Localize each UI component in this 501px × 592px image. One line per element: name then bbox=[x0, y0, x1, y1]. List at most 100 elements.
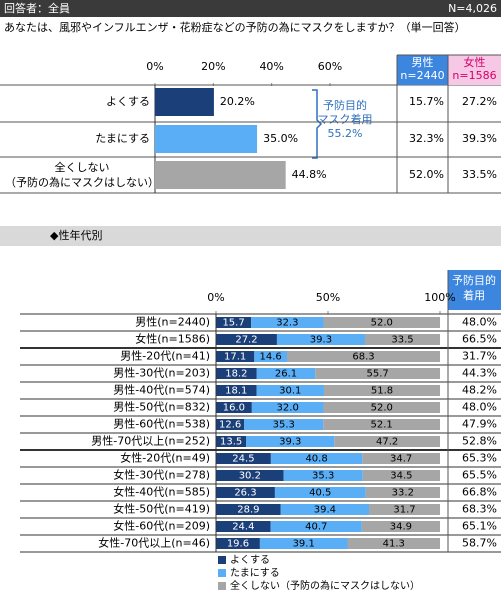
bar-segment bbox=[216, 419, 245, 430]
value-label: 39.4 bbox=[314, 505, 336, 516]
bar-segment bbox=[216, 385, 257, 396]
header-bar bbox=[0, 0, 501, 17]
bar-segment bbox=[315, 368, 440, 379]
value-label: 40.7 bbox=[305, 522, 327, 533]
extra-value: 65.1% bbox=[462, 520, 497, 533]
value-label: 32.3 bbox=[276, 318, 298, 329]
value-label: 20.2% bbox=[220, 95, 255, 108]
category-label: 女性-40代(n=585) bbox=[113, 485, 210, 499]
value-label: 55.7 bbox=[366, 369, 388, 380]
extra-value: 52.8% bbox=[462, 435, 497, 448]
category-label: 男性-50代(n=832) bbox=[113, 400, 210, 414]
bar-segment bbox=[216, 334, 277, 345]
value-label: 52.1 bbox=[371, 420, 393, 431]
value-label: 51.8 bbox=[371, 386, 393, 397]
bar-segment bbox=[287, 351, 440, 362]
category-label: 女性(n=1586) bbox=[135, 332, 210, 346]
extra-value: 58.7% bbox=[462, 537, 497, 550]
value-label: 44.8% bbox=[292, 168, 327, 181]
bar-segment bbox=[323, 317, 440, 328]
bar bbox=[155, 125, 258, 153]
value-label: 24.5 bbox=[232, 454, 254, 465]
table-cell: 15.7% bbox=[409, 95, 444, 108]
sample-size: N=4,026 bbox=[448, 2, 497, 15]
value-label: 33.5 bbox=[391, 335, 413, 346]
column-header bbox=[448, 270, 501, 310]
section-bar bbox=[0, 226, 501, 246]
value-label: 16.0 bbox=[223, 403, 245, 414]
bar-segment bbox=[364, 334, 440, 345]
bar-segment bbox=[216, 351, 255, 362]
x-tick-label: 100% bbox=[424, 291, 455, 304]
category-label: 女性-30代(n=278) bbox=[113, 468, 210, 482]
bar-segment bbox=[276, 334, 365, 345]
value-label: 26.1 bbox=[275, 369, 297, 380]
extra-value: 65.3% bbox=[462, 452, 497, 465]
bar-segment bbox=[216, 436, 247, 447]
legend-label: たまにする bbox=[230, 567, 280, 579]
bar-segment bbox=[270, 453, 363, 464]
value-label: 24.4 bbox=[232, 522, 254, 533]
table-cell: 52.0% bbox=[409, 168, 444, 181]
value-label: 35.3 bbox=[312, 471, 334, 482]
value-label: 13.5 bbox=[220, 437, 242, 448]
bar-segment bbox=[216, 538, 260, 549]
extra-value: 65.5% bbox=[462, 469, 497, 482]
value-label: 39.3 bbox=[310, 335, 332, 346]
value-label: 33.2 bbox=[392, 488, 414, 499]
bar-segment bbox=[259, 538, 348, 549]
legend-label: よくする bbox=[230, 554, 270, 566]
bar bbox=[155, 88, 214, 116]
bar-segment bbox=[256, 368, 316, 379]
bar-segment bbox=[270, 521, 362, 532]
extra-value: 48.0% bbox=[462, 316, 497, 329]
bar bbox=[155, 161, 286, 189]
bar-segment bbox=[216, 521, 271, 532]
table-header bbox=[397, 55, 448, 85]
bar-segment bbox=[216, 402, 252, 413]
value-label: 19.6 bbox=[227, 539, 249, 550]
table-column-header: 男性 n=2440 bbox=[400, 55, 444, 82]
value-label: 27.2 bbox=[235, 335, 257, 346]
bar-segment bbox=[347, 538, 440, 549]
value-label: 26.3 bbox=[234, 488, 256, 499]
legend-swatch bbox=[218, 556, 226, 564]
question: あなたは、風邪やインフルエンザ・花粉症などの予防の為にマスクをしますか？（単一回… bbox=[4, 20, 466, 34]
x-tick-label: 40% bbox=[259, 60, 283, 73]
category-label: よくする bbox=[106, 95, 150, 108]
category-label: 男性-70代以上(n=252) bbox=[91, 434, 210, 448]
value-label: 32.0 bbox=[277, 403, 299, 414]
bar-segment bbox=[283, 470, 363, 481]
category-label: 男性-30代(n=203) bbox=[113, 366, 210, 380]
table-cell: 27.2% bbox=[462, 95, 497, 108]
x-tick-label: 60% bbox=[318, 60, 342, 73]
value-label: 15.7 bbox=[222, 318, 244, 329]
value-label: 17.1 bbox=[224, 352, 246, 363]
value-label: 12.6 bbox=[219, 420, 241, 431]
bar-segment bbox=[251, 402, 324, 413]
value-label: 52.0 bbox=[371, 403, 393, 414]
category-label: 女性-50代(n=419) bbox=[113, 502, 210, 516]
bar-segment bbox=[362, 453, 440, 464]
value-label: 68.3 bbox=[352, 352, 374, 363]
extra-value: 68.3% bbox=[462, 503, 497, 516]
value-label: 28.9 bbox=[237, 505, 259, 516]
category-label: 女性-60代(n=209) bbox=[113, 519, 210, 533]
x-tick-label: 0% bbox=[207, 291, 224, 304]
bar-segment bbox=[334, 436, 440, 447]
value-label: 31.7 bbox=[393, 505, 415, 516]
category-label: 男性-60代(n=538) bbox=[113, 417, 210, 431]
table-cell: 32.3% bbox=[409, 132, 444, 145]
legend-label: 全くしない（予防の為にマスクはしない） bbox=[230, 579, 420, 592]
category-label: たまにする bbox=[95, 132, 150, 145]
extra-value: 47.9% bbox=[462, 418, 497, 431]
value-label: 40.5 bbox=[309, 488, 331, 499]
category-label: 女性-20代(n=49) bbox=[120, 451, 210, 465]
value-label: 30.1 bbox=[279, 386, 301, 397]
bar-segment bbox=[216, 487, 275, 498]
bar-segment bbox=[251, 317, 324, 328]
bar-segment bbox=[323, 385, 440, 396]
bar-segment bbox=[216, 368, 257, 379]
value-label: 18.1 bbox=[225, 386, 247, 397]
